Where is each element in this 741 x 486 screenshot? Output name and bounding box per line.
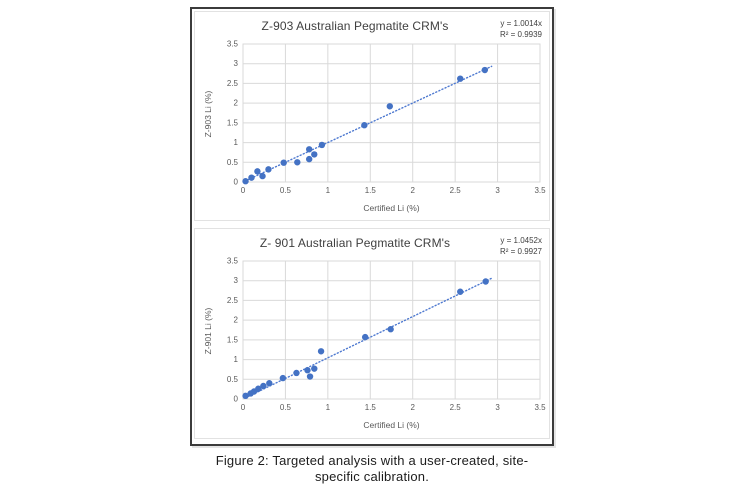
data-point [265,166,272,173]
y-axis-title: Z-903 Li (%) [203,90,213,138]
y-tick-label: 3.5 [227,40,239,49]
data-point [304,367,311,374]
data-point [266,380,273,387]
data-point [255,385,262,392]
data-point [242,178,249,185]
figure-caption: Figure 2: Targeted analysis with a user-… [186,453,558,485]
caption-line-2: specific calibration. [314,469,430,484]
y-tick-label: 1 [234,138,239,147]
x-axis-title: Certified Li (%) [363,420,420,430]
x-tick-label: 0 [241,403,246,412]
chart-title: Z-903 Australian Pegmatite CRM's [261,19,449,33]
x-tick-label: 0 [241,186,246,195]
x-tick-label: 2.5 [450,403,462,412]
data-point [457,288,464,295]
data-point [361,333,369,341]
data-point [317,348,325,355]
data-point [254,168,261,175]
data-point [294,159,301,166]
plot-area-frame [242,260,541,400]
x-tick-label: 3.5 [534,186,546,195]
r-squared-line: R² = 0.9927 [499,247,542,256]
y-tick-label: 2.5 [227,296,239,305]
data-point [259,172,266,180]
y-tick-label: 2 [234,316,239,325]
y-tick-label: 0.5 [227,158,239,167]
x-tick-label: 1.5 [365,186,377,195]
data-point [248,174,255,181]
trendline-equation: y = 1.0014x R² = 0.9939 [500,18,542,40]
x-tick-label: 2.5 [450,186,462,195]
y-tick-label: 2.5 [227,79,239,88]
data-point [361,122,368,129]
y-axis-title: Z-901 Li (%) [203,307,213,355]
data-point [311,151,318,158]
data-point [293,369,300,377]
data-point [305,146,313,153]
chart-panel-z903: 0 0.5 1 1.5 2 2.5 3 3.5 0 0.5 1 1.5 2 2.5 3 3.5 Z-903 A… [194,11,550,221]
y-tick-label: 1.5 [227,118,239,127]
x-tick-label: 0.5 [280,186,292,195]
x-tick-label: 2 [410,403,415,412]
equation-line: y = 1.0014x [500,19,542,28]
caption-line-1: Figure 2: Targeted analysis with a user-… [215,453,529,468]
x-tick-label: 3 [495,403,500,412]
data-point [482,278,489,285]
plot-area-frame [242,43,541,183]
x-tick-label: 1 [326,186,331,195]
data-point [318,141,326,149]
data-point [457,75,464,82]
x-tick-label: 1 [326,403,331,412]
data-point [260,382,267,390]
data-point [386,103,394,110]
x-tick-label: 3 [495,186,500,195]
data-point [387,326,394,333]
x-tick-label: 3.5 [534,403,546,412]
data-point [481,66,489,74]
trendline [244,277,493,399]
data-point [279,374,287,382]
equation-line: y = 1.0452x [500,236,542,245]
x-axis-title: Certified Li (%) [363,203,420,213]
r-squared-line: R² = 0.9939 [499,30,542,39]
x-tick-label: 1.5 [365,403,377,412]
y-tick-label: 1 [234,355,239,364]
x-tick-label: 2 [410,186,415,195]
scatter-plot-z901: 0 0.5 1 1.5 2 2.5 3 3.5 0 0.5 1 1.5 2 2.5 3 3.5 [227,257,546,413]
y-tick-label: 3 [234,59,239,68]
trendline-equation: y = 1.0452x R² = 0.9927 [500,235,542,257]
figure-box: 0 0.5 1 1.5 2 2.5 3 3.5 0 0.5 1 1.5 2 2.5 3 3.5 Z-903 A… [190,7,554,446]
x-tick-label: 0.5 [280,403,292,412]
data-point [242,392,249,400]
data-point [311,365,318,372]
y-tick-label: 0.5 [227,375,239,384]
y-tick-label: 3.5 [227,257,239,266]
y-tick-label: 0 [234,395,239,404]
data-point [306,373,314,380]
scatter-plot-z903: 0 0.5 1 1.5 2 2.5 3 3.5 0 0.5 1 1.5 2 2.5 3 3.5 [227,40,546,196]
y-tick-label: 0 [234,178,239,187]
y-tick-label: 1.5 [227,335,239,344]
data-point [280,159,287,166]
y-tick-label: 2 [234,99,239,108]
chart-title: Z- 901 Australian Pegmatite CRM's [259,236,451,250]
y-tick-label: 3 [234,276,239,285]
data-point [305,155,313,163]
chart-panel-z901: 0 0.5 1 1.5 2 2.5 3 3.5 0 0.5 1 1.5 2 2.5 3 3.5 Z- 901 … [194,228,550,439]
